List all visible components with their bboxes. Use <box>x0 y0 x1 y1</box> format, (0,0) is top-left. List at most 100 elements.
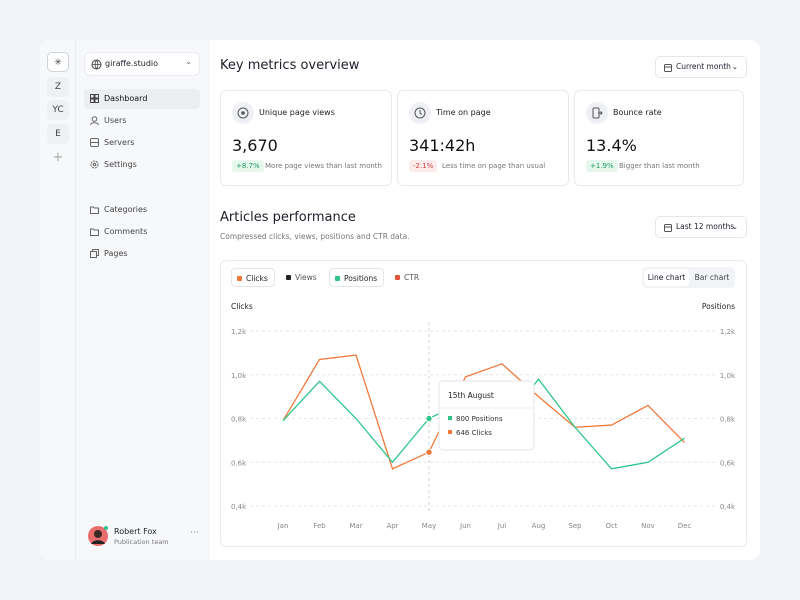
legend-label: Clicks <box>246 274 268 283</box>
metric-note: Bigger than last month <box>619 162 700 170</box>
icon <box>90 160 99 169</box>
user-role: Publication team <box>114 538 169 546</box>
x-tick-label: May <box>422 522 436 530</box>
rail-item[interactable]: E <box>47 124 69 144</box>
period-select[interactable]: Current month ⌄ <box>655 56 747 78</box>
nav-label: Dashboard <box>104 94 148 103</box>
rail: ✳ Z YC E + <box>40 40 76 560</box>
metric-icon <box>232 102 254 124</box>
metric-note: More page views than last month <box>265 162 382 170</box>
nav-item[interactable]: Users <box>84 111 200 131</box>
metric-icon <box>409 102 431 124</box>
add[interactable]: + <box>52 150 64 165</box>
x-tick-label: Sep <box>568 522 582 530</box>
nav-item[interactable]: Dashboard <box>84 89 200 109</box>
icon <box>90 138 99 147</box>
nav-item[interactable]: Categories <box>84 200 200 220</box>
y-tick-label: 1,0k <box>231 372 247 380</box>
sidebar <box>76 40 210 560</box>
metric-label: Time on page <box>436 108 491 117</box>
metric-label: Bounce rate <box>613 108 662 117</box>
icon <box>90 116 99 125</box>
legend-swatch <box>286 275 291 280</box>
avatar[interactable] <box>88 526 108 546</box>
legend-item[interactable]: Clicks <box>231 268 275 287</box>
y2-tick-label: 1,2k <box>720 328 736 336</box>
metric-card: Unique page views 3,670 +8.7% More page vie… <box>220 90 392 186</box>
tab[interactable]: Line chart <box>644 269 689 286</box>
x-tick-label: Oct <box>605 522 617 530</box>
tooltip-title: 15th August <box>448 391 494 400</box>
tooltip-item: 800 Positions <box>456 415 503 423</box>
metric-delta: +8.7% <box>232 160 264 172</box>
metric-value: 3,670 <box>232 136 278 155</box>
legend-label: Positions <box>344 274 378 283</box>
metric-icon <box>586 102 608 124</box>
metric-value: 13.4% <box>586 136 637 155</box>
nav-item[interactable]: Comments <box>84 222 200 242</box>
x-tick-label: Aug <box>532 522 546 530</box>
y2-tick-label: 0,8k <box>720 416 736 424</box>
chart: Clicks Positions 1,2k 1,0k 0,8k 0,6k 0,4k 1,2… <box>231 302 736 530</box>
period: Current month <box>676 62 731 71</box>
metric-label: Unique page views <box>259 108 335 117</box>
hover-point <box>425 448 433 456</box>
metric-note: Less time on page than usual <box>442 162 546 170</box>
rail-item[interactable]: YC <box>47 100 69 120</box>
legend-item[interactable]: Positions <box>329 268 385 287</box>
nav-label: Pages <box>104 249 128 258</box>
icon <box>90 206 99 214</box>
more[interactable]: ··· <box>190 528 199 538</box>
period-select[interactable]: Last 12 months ⌄ <box>655 216 747 238</box>
globe-icon <box>91 59 102 70</box>
nav-item[interactable]: Servers <box>84 133 200 153</box>
calendar-icon <box>664 224 672 232</box>
legend-item[interactable]: CTR <box>390 268 425 287</box>
page-title: Key metrics overview <box>220 58 360 73</box>
nav-item[interactable]: Pages <box>84 244 200 264</box>
icon <box>90 94 99 103</box>
metric-value: 341:42h <box>409 136 476 155</box>
icon <box>90 228 99 236</box>
metric-delta: +1.9% <box>586 160 618 172</box>
y-tick-label: 0,4k <box>231 503 247 511</box>
y-tick-label: 1,2k <box>231 328 247 336</box>
workspace-select[interactable]: giraffe.studio ⌄ <box>84 52 200 76</box>
x-tick-label: Mar <box>349 522 362 530</box>
tabs: Line chart Bar chart <box>642 267 735 288</box>
hover-point <box>425 414 433 423</box>
y-tick-label: 0,6k <box>231 459 247 467</box>
y-tick-label: 0,8k <box>231 416 247 424</box>
x-tick-label: Jun <box>459 522 471 530</box>
calendar-icon <box>664 64 672 72</box>
nav-label: Comments <box>104 227 148 236</box>
logo[interactable]: ✳ <box>47 52 69 72</box>
tab[interactable]: Bar chart <box>694 273 730 282</box>
metric-card: Time on page 341:42h -2.1% Less time on pag… <box>397 90 569 186</box>
series-line <box>282 354 685 470</box>
legend-swatch <box>395 275 400 280</box>
nav-label: Categories <box>104 205 148 214</box>
rail-item[interactable]: Z <box>47 77 69 97</box>
y2-axis-title: Positions <box>702 302 735 311</box>
legend-item[interactable]: Views <box>281 268 323 287</box>
y2-tick-label: 0,6k <box>720 459 736 467</box>
y2-tick-label: 0,4k <box>720 503 736 511</box>
metric-delta: -2.1% <box>409 160 438 172</box>
chevron: ⌄ <box>731 62 738 71</box>
y2-tick-label: 1,0k <box>720 372 736 380</box>
period: Last 12 months <box>676 222 735 231</box>
legend-label: Views <box>295 273 317 282</box>
section-title: Articles performance <box>220 210 356 225</box>
legend-label: CTR <box>404 273 420 282</box>
tooltip-swatch <box>448 430 452 434</box>
metric-card: Bounce rate 13.4% +1.9% Bigger than last mo… <box>574 90 744 186</box>
nav-label: Users <box>104 116 127 125</box>
y-axis-title: Clicks <box>231 302 253 311</box>
icon <box>90 249 99 258</box>
x-tick-label: Jul <box>497 522 507 530</box>
tooltip-swatch <box>448 416 452 420</box>
nav-item[interactable]: Settings <box>84 155 200 175</box>
section-subtitle: Compressed clicks, views, positions and … <box>220 232 410 241</box>
